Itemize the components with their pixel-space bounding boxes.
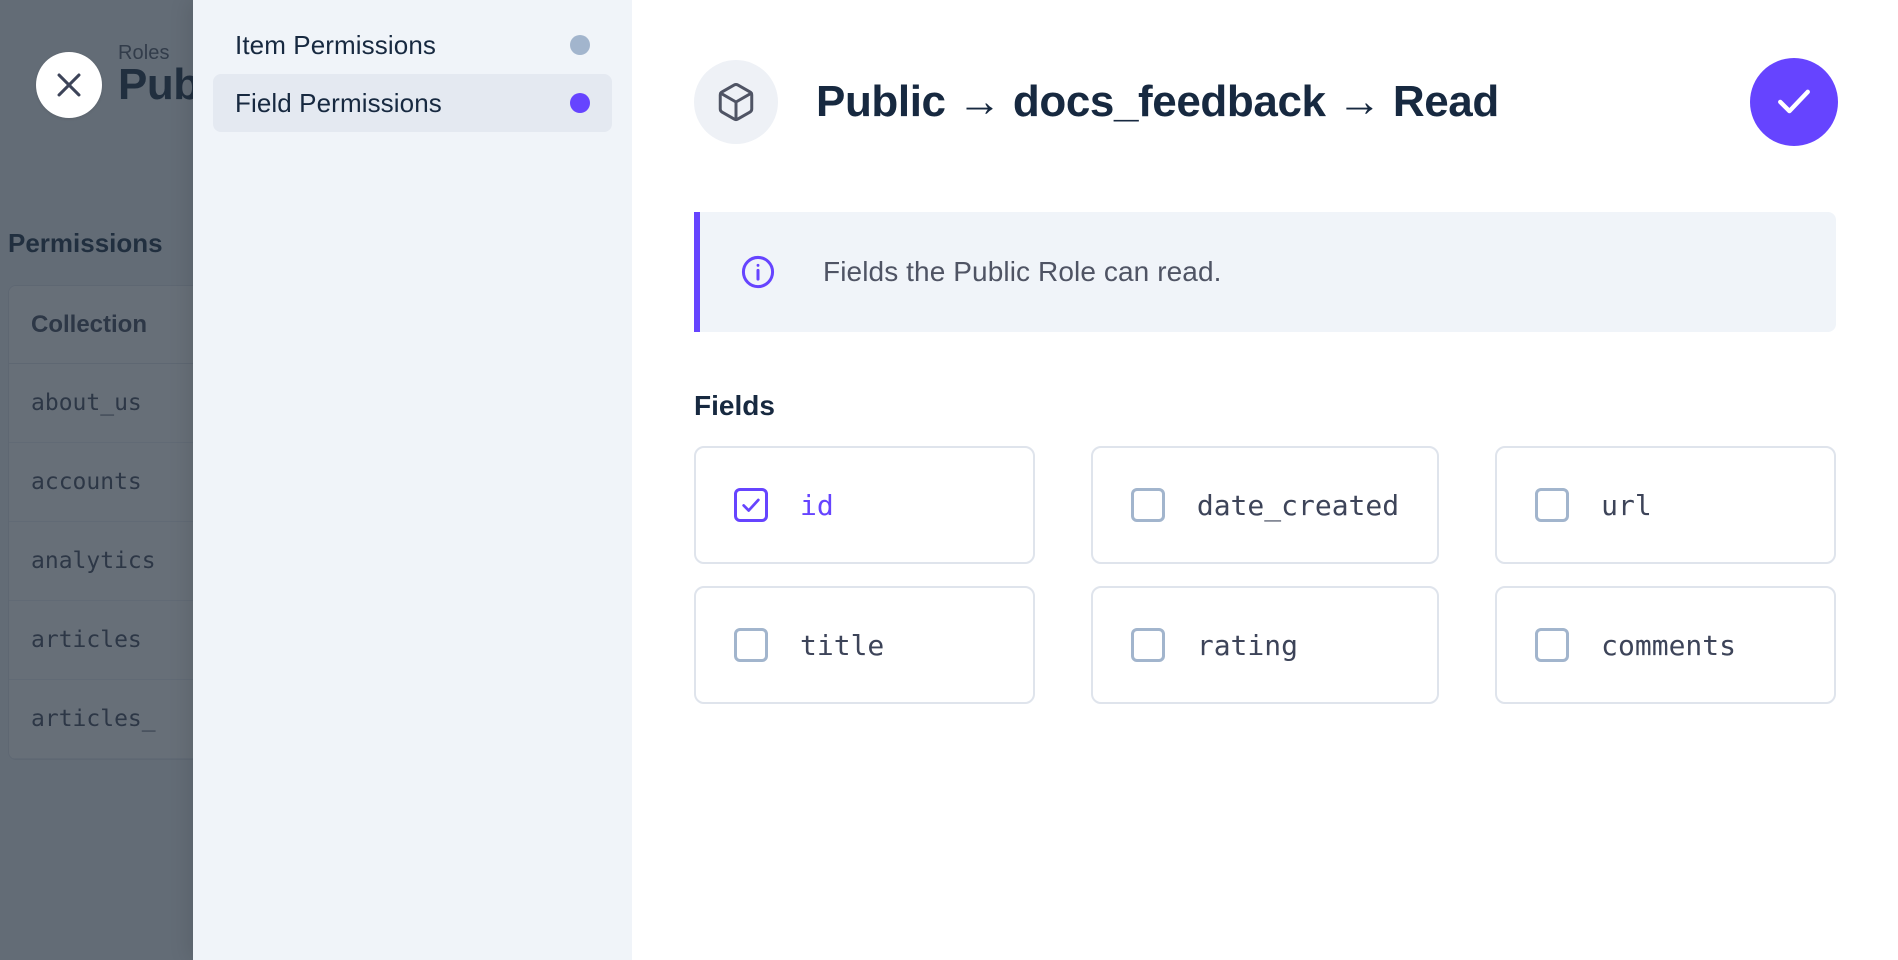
status-dot-icon — [570, 35, 590, 55]
field-label: id — [800, 488, 834, 522]
drawer-nav: Item Permissions Field Permissions — [193, 0, 632, 960]
fields-grid: id date_created url title — [694, 446, 1836, 704]
drawer-main: Public → docs_feedback → Read — [632, 0, 1898, 960]
checkbox-unchecked-icon[interactable] — [1535, 488, 1570, 522]
drawer-title: Public → docs_feedback → Read — [816, 77, 1499, 126]
field-card-id[interactable]: id — [694, 446, 1035, 564]
field-label: date_created — [1196, 488, 1400, 522]
field-label: title — [800, 628, 885, 662]
field-label: url — [1601, 488, 1652, 522]
field-card-url[interactable]: url — [1495, 446, 1836, 564]
permissions-drawer: Item Permissions Field Permissions Publi… — [193, 0, 1898, 960]
close-icon — [52, 68, 86, 102]
checkbox-unchecked-icon[interactable] — [1130, 488, 1165, 522]
sidebar-item-label: Field Permissions — [235, 87, 442, 118]
field-label: rating — [1196, 628, 1298, 662]
sidebar-item-item-permissions[interactable]: Item Permissions — [213, 16, 612, 74]
sidebar-item-field-permissions[interactable]: Field Permissions — [213, 74, 612, 132]
checkbox-unchecked-icon[interactable] — [734, 628, 768, 662]
sidebar-item-label: Item Permissions — [235, 29, 436, 60]
checkbox-unchecked-icon[interactable] — [1130, 628, 1165, 662]
close-drawer-button[interactable] — [36, 52, 102, 118]
box-icon — [694, 60, 778, 144]
status-dot-icon — [570, 93, 590, 113]
info-circle-icon — [738, 252, 778, 292]
field-label: comments — [1601, 628, 1736, 662]
info-banner: Fields the Public Role can read. — [694, 212, 1836, 332]
check-icon — [1772, 79, 1816, 126]
save-button[interactable] — [1750, 58, 1838, 146]
checkbox-unchecked-icon[interactable] — [1535, 628, 1570, 662]
field-card-comments[interactable]: comments — [1495, 586, 1836, 704]
drawer-header: Public → docs_feedback → Read — [632, 0, 1898, 152]
checkbox-checked-icon[interactable] — [734, 488, 768, 522]
fields-heading: Fields — [694, 390, 775, 421]
info-banner-text: Fields the Public Role can read. — [823, 256, 1222, 287]
field-card-rating[interactable]: rating — [1090, 586, 1440, 704]
field-card-title[interactable]: title — [694, 586, 1035, 704]
field-card-date-created[interactable]: date_created — [1090, 446, 1440, 564]
drawer-body: Fields the Public Role can read. Fields … — [632, 212, 1898, 704]
